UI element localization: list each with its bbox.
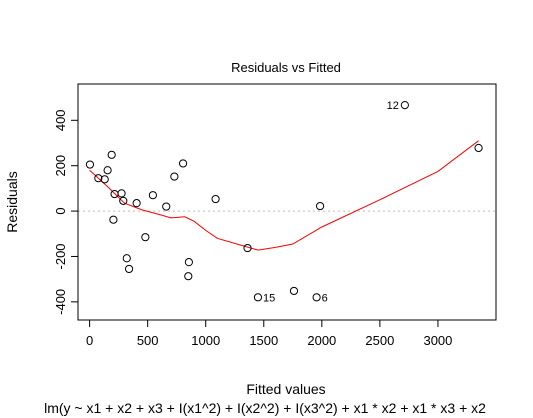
residual-point [243, 243, 252, 253]
residual-point [211, 194, 220, 204]
x-axis: 0 500 1000 1500 2000 2500 3000 [86, 319, 452, 348]
y-tick-label: 0 [53, 207, 68, 214]
x-axis-label: Fitted values [246, 381, 325, 397]
residual-point [253, 293, 263, 302]
y-axis-label: Residuals [4, 171, 20, 232]
chart-title: Residuals vs Fitted [231, 60, 341, 75]
residual-point [103, 166, 112, 175]
residual-point [178, 159, 188, 168]
x-tick-label: 1500 [249, 333, 278, 348]
x-tick-label: 1000 [191, 333, 220, 348]
plot-frame [77, 83, 497, 321]
residual-point [117, 189, 126, 198]
y-tick-label: 200 [53, 155, 68, 177]
residual-point [141, 233, 150, 242]
model-formula-caption: lm(y ~ x1 + x2 + x3 + I(x1^2) + I(x2^2) … [44, 400, 486, 416]
residual-point [184, 272, 193, 281]
point-label: 6 [322, 292, 328, 304]
residual-point [122, 254, 131, 263]
y-tick-label: -200 [53, 243, 68, 269]
y-axis: -400 -200 0 200 400 [53, 109, 79, 315]
residual-point [162, 202, 171, 211]
residual-point [119, 196, 128, 205]
residual-point [170, 172, 179, 181]
point-label: 15 [263, 292, 275, 304]
y-tick-label: 400 [53, 109, 68, 131]
residual-point [315, 201, 325, 211]
x-tick-label: 500 [137, 333, 159, 348]
residual-point [107, 150, 116, 159]
residual-point [109, 215, 118, 224]
residual-point [94, 174, 103, 183]
residual-point [312, 293, 321, 302]
residual-points: 15 6 12 [85, 100, 483, 304]
residual-point [400, 101, 409, 110]
residual-point [474, 143, 483, 153]
residual-point [124, 264, 134, 274]
residual-point [132, 199, 141, 208]
residual-point [100, 175, 109, 184]
y-tick-label: -400 [53, 289, 68, 315]
smooth-line [89, 140, 479, 251]
x-tick-label: 2000 [307, 333, 336, 348]
residual-point [85, 160, 95, 169]
residual-point [184, 258, 193, 267]
x-tick-label: 3000 [423, 333, 452, 348]
x-tick-label: 2500 [365, 333, 394, 348]
residual-point [289, 286, 299, 296]
residual-point [148, 191, 157, 200]
point-label: 12 [387, 100, 399, 112]
x-tick-label: 0 [86, 333, 93, 348]
